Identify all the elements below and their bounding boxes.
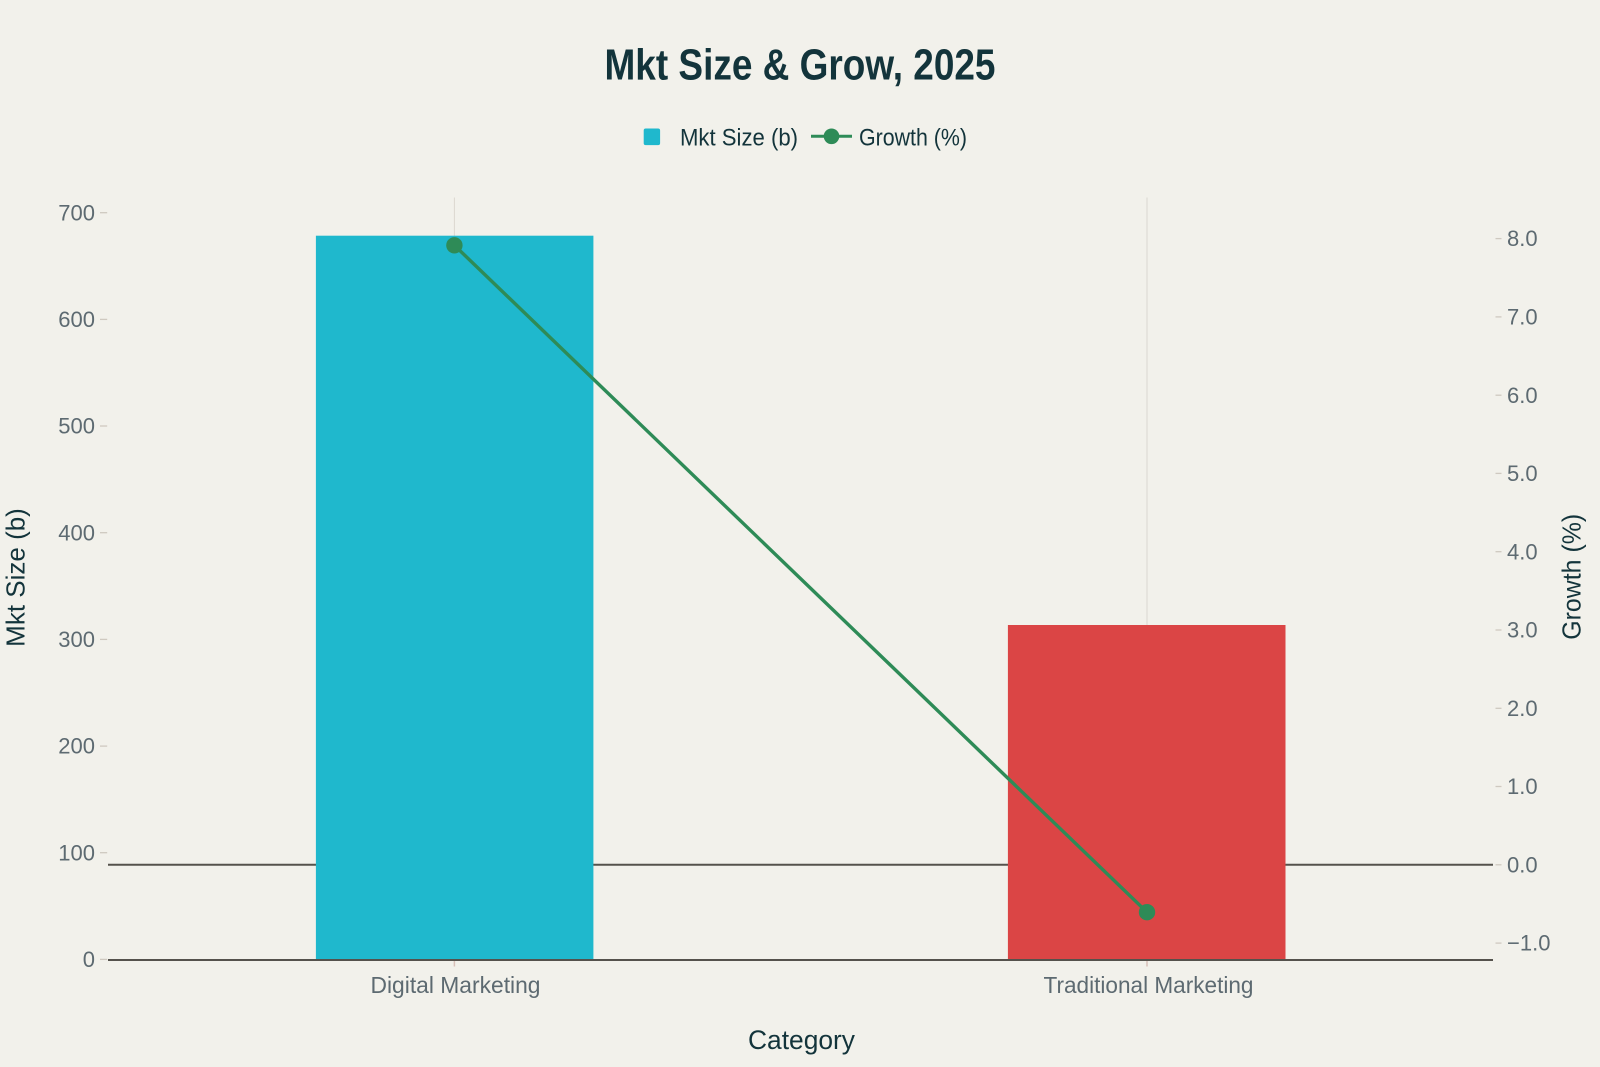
svg-text:Mkt Size & Grow, 2025: Mkt Size & Grow, 2025 — [605, 41, 996, 90]
svg-text:−1.0: −1.0 — [1507, 931, 1550, 956]
svg-text:Mkt Size (b): Mkt Size (b) — [0, 508, 30, 647]
svg-text:400: 400 — [58, 520, 95, 545]
svg-text:3.0: 3.0 — [1507, 618, 1538, 643]
svg-text:2.0: 2.0 — [1507, 696, 1538, 721]
svg-text:7.0: 7.0 — [1507, 305, 1538, 330]
svg-text:Mkt Size (b): Mkt Size (b) — [680, 125, 798, 152]
svg-text:Traditional Marketing: Traditional Marketing — [1044, 972, 1254, 998]
svg-text:100: 100 — [58, 840, 95, 865]
svg-text:6.0: 6.0 — [1507, 383, 1538, 408]
svg-text:5.0: 5.0 — [1507, 461, 1538, 486]
svg-text:Category: Category — [748, 1025, 855, 1055]
svg-text:8.0: 8.0 — [1507, 226, 1538, 251]
svg-text:200: 200 — [58, 734, 95, 759]
svg-text:300: 300 — [58, 627, 95, 652]
svg-text:500: 500 — [58, 414, 95, 439]
svg-text:0: 0 — [83, 947, 95, 972]
svg-text:600: 600 — [58, 307, 95, 332]
svg-text:1.0: 1.0 — [1507, 774, 1538, 799]
svg-text:Growth (%): Growth (%) — [859, 125, 967, 152]
svg-text:4.0: 4.0 — [1507, 539, 1538, 564]
svg-text:Digital Marketing: Digital Marketing — [371, 972, 541, 998]
svg-text:Growth (%): Growth (%) — [1557, 514, 1587, 640]
svg-text:0.0: 0.0 — [1507, 852, 1538, 877]
svg-text:700: 700 — [58, 200, 95, 225]
